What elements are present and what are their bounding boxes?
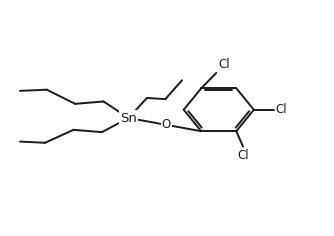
Text: Cl: Cl bbox=[237, 149, 249, 162]
Text: Cl: Cl bbox=[276, 103, 287, 116]
Text: Cl: Cl bbox=[218, 58, 229, 71]
Text: O: O bbox=[162, 118, 171, 131]
Text: Sn: Sn bbox=[120, 111, 137, 125]
